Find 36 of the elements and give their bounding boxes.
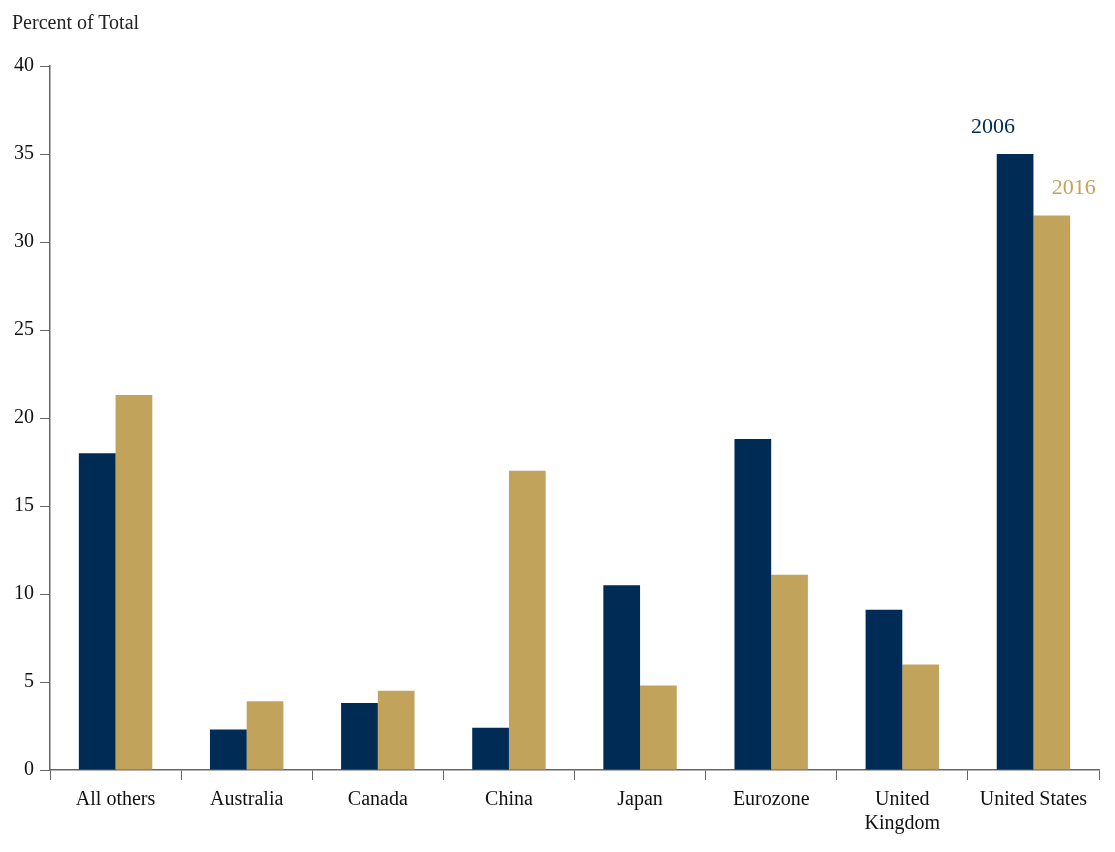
x-tick-label: United States <box>979 787 1088 810</box>
bar <box>508 470 546 770</box>
series-label: 2006 <box>971 112 1016 138</box>
y-tick-label: 20 <box>14 405 34 428</box>
bar <box>246 701 284 770</box>
bar <box>902 664 940 770</box>
bar <box>472 727 509 770</box>
y-tick-label: 25 <box>14 317 34 340</box>
bar <box>996 154 1034 770</box>
bar <box>734 439 772 770</box>
bar <box>341 703 378 770</box>
x-tick-label: Japan <box>617 787 663 811</box>
y-tick-label: 0 <box>24 757 34 780</box>
x-tick-label: Australia <box>210 787 284 810</box>
bar <box>209 729 247 770</box>
bar <box>603 585 641 770</box>
y-tick-label: 40 <box>14 53 34 76</box>
bar <box>1033 215 1071 770</box>
bar <box>771 574 808 770</box>
x-tick-label: United Kingdom <box>864 787 941 835</box>
bar <box>640 685 677 770</box>
x-tick-label: All others <box>75 787 156 810</box>
y-tick-label: 30 <box>14 229 34 252</box>
bar <box>865 609 903 770</box>
y-axis-title: Percent of Total <box>12 11 140 34</box>
bar <box>115 395 153 770</box>
y-tick-label: 5 <box>24 669 34 692</box>
bar <box>377 690 415 770</box>
y-tick-label: 35 <box>14 141 34 164</box>
x-tick-label: Eurozone <box>732 787 810 810</box>
bar <box>78 453 116 770</box>
x-tick-label: Canada <box>347 787 408 810</box>
y-tick-label: 10 <box>14 581 34 604</box>
y-tick-label: 15 <box>14 493 34 516</box>
series-label: 2016 <box>1051 174 1096 200</box>
x-tick-label: China <box>485 787 533 810</box>
